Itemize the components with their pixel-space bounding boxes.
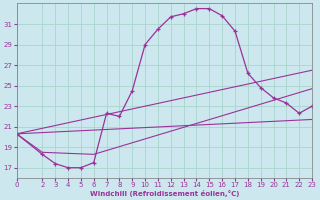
X-axis label: Windchill (Refroidissement éolien,°C): Windchill (Refroidissement éolien,°C) (90, 190, 239, 197)
